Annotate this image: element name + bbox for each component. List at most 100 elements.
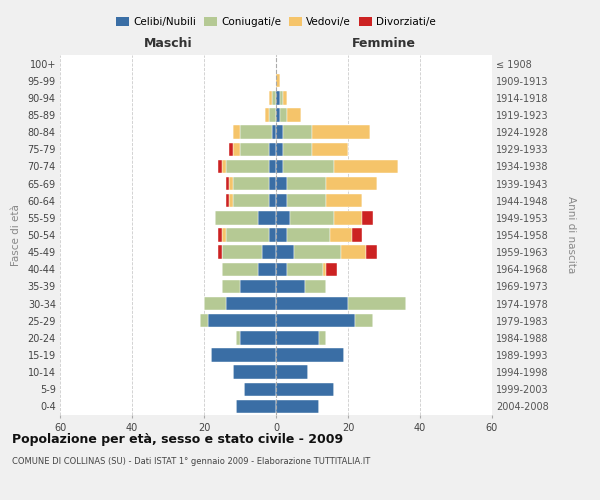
Bar [272,91,276,104]
Bar [262,246,276,259]
Bar [258,262,276,276]
Bar [276,331,319,344]
Bar [276,262,287,276]
Bar [330,228,352,241]
Bar [218,160,222,173]
Bar [204,297,226,310]
Text: Popolazione per età, sesso e stato civile - 2009: Popolazione per età, sesso e stato civil… [12,432,343,446]
Bar [287,228,330,241]
Bar [280,108,287,122]
Bar [208,314,276,328]
Bar [229,194,233,207]
Bar [269,177,276,190]
Bar [276,108,280,122]
Bar [283,160,334,173]
Bar [276,382,334,396]
Bar [200,314,208,328]
Bar [236,400,276,413]
Bar [233,194,269,207]
Bar [218,228,222,241]
Bar [269,108,276,122]
Bar [276,194,287,207]
Bar [312,142,348,156]
Bar [334,160,398,173]
Bar [222,228,226,241]
Bar [233,177,269,190]
Text: Femmine: Femmine [352,37,416,50]
Bar [276,228,287,241]
Bar [222,280,240,293]
Bar [326,194,362,207]
Bar [276,314,355,328]
Bar [244,382,276,396]
Bar [287,108,301,122]
Bar [341,246,366,259]
Bar [276,74,280,88]
Bar [312,126,370,139]
Bar [215,211,258,224]
Legend: Celibi/Nubili, Coniugati/e, Vedovi/e, Divorziati/e: Celibi/Nubili, Coniugati/e, Vedovi/e, Di… [112,12,440,31]
Bar [258,211,276,224]
Bar [355,314,373,328]
Bar [352,228,362,241]
Bar [276,126,283,139]
Bar [290,211,334,224]
Bar [366,246,377,259]
Bar [276,211,290,224]
Bar [334,211,362,224]
Bar [276,280,305,293]
Bar [283,142,312,156]
Bar [211,348,276,362]
Bar [269,142,276,156]
Bar [218,246,222,259]
Bar [240,142,269,156]
Bar [276,348,344,362]
Bar [229,142,233,156]
Bar [233,142,240,156]
Bar [348,297,406,310]
Bar [265,108,269,122]
Bar [276,246,294,259]
Bar [283,91,287,104]
Bar [283,126,312,139]
Bar [222,246,262,259]
Bar [233,126,240,139]
Bar [226,297,276,310]
Bar [276,160,283,173]
Bar [233,366,276,379]
Bar [319,331,326,344]
Bar [229,177,233,190]
Bar [269,91,272,104]
Text: Maschi: Maschi [143,37,193,50]
Bar [240,280,276,293]
Bar [323,262,326,276]
Bar [269,228,276,241]
Bar [269,194,276,207]
Bar [294,246,341,259]
Bar [226,228,269,241]
Bar [287,177,326,190]
Bar [287,262,323,276]
Bar [276,142,283,156]
Bar [362,211,373,224]
Y-axis label: Anni di nascita: Anni di nascita [566,196,575,274]
Bar [276,177,287,190]
Bar [236,331,240,344]
Bar [276,400,319,413]
Bar [269,160,276,173]
Bar [326,262,337,276]
Bar [305,280,326,293]
Bar [326,177,377,190]
Bar [276,297,348,310]
Bar [222,160,226,173]
Bar [276,366,308,379]
Bar [280,91,283,104]
Bar [226,160,269,173]
Bar [240,126,272,139]
Text: COMUNE DI COLLINAS (SU) - Dati ISTAT 1° gennaio 2009 - Elaborazione TUTTITALIA.I: COMUNE DI COLLINAS (SU) - Dati ISTAT 1° … [12,458,370,466]
Bar [272,126,276,139]
Bar [287,194,326,207]
Y-axis label: Fasce di età: Fasce di età [11,204,20,266]
Bar [226,194,229,207]
Bar [222,262,258,276]
